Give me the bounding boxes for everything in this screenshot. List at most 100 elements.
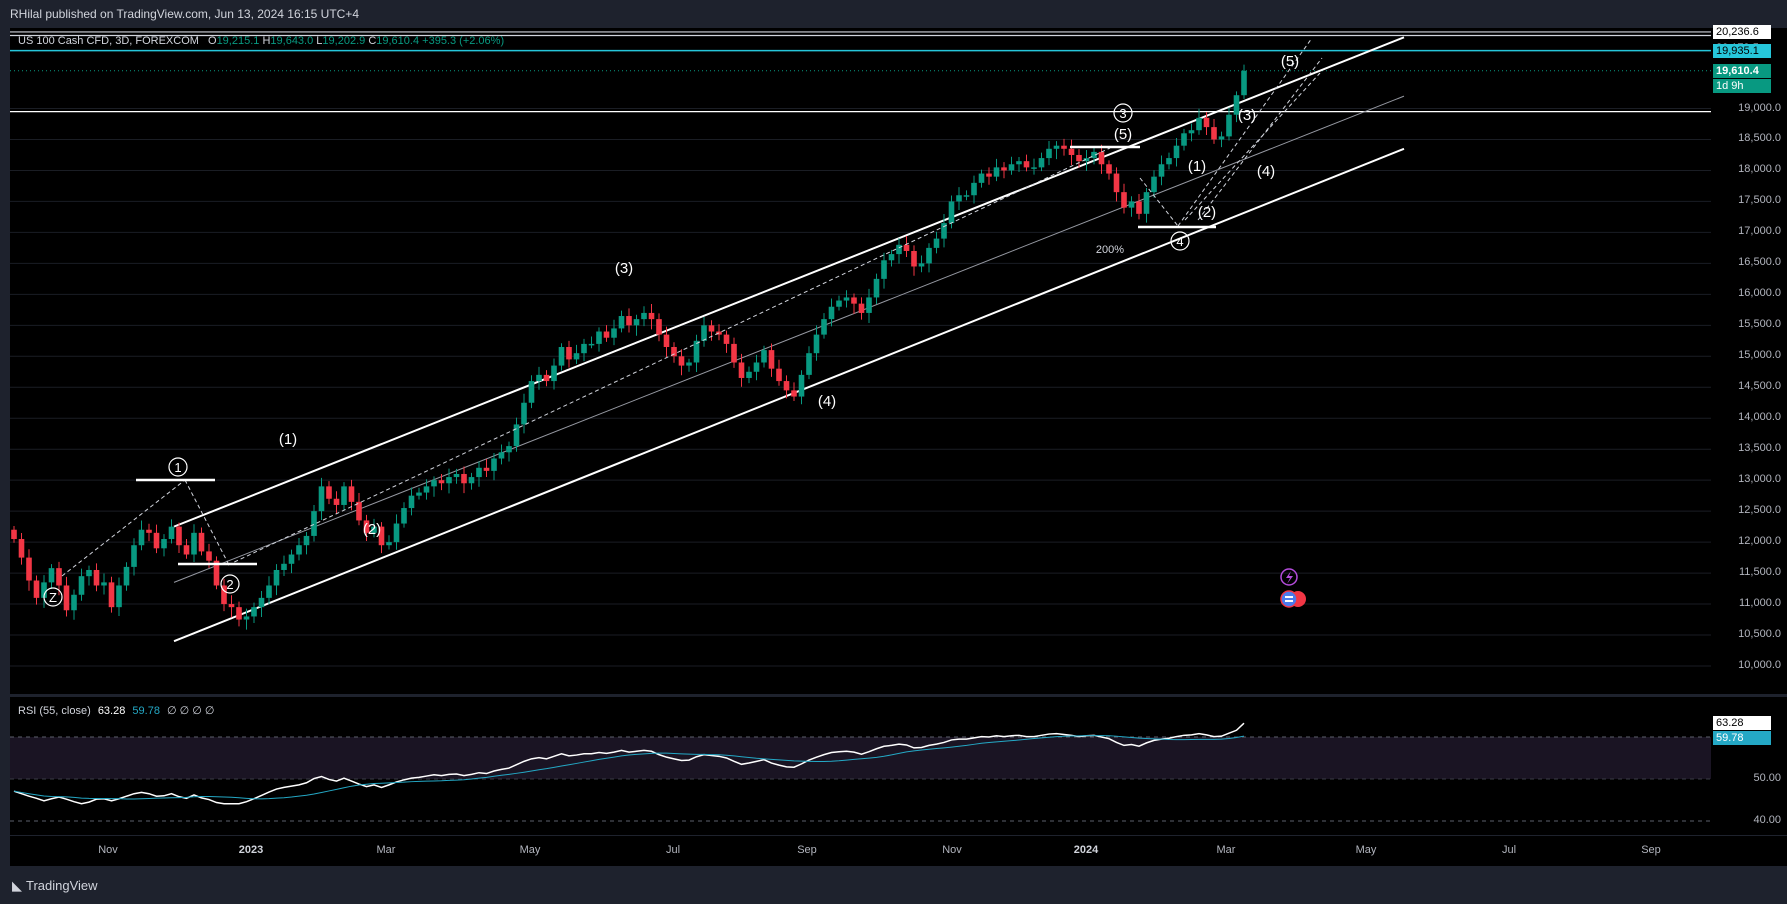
candle-body[interactable] [1128, 201, 1135, 208]
candle-body[interactable] [798, 374, 805, 397]
candle-body[interactable] [243, 616, 250, 620]
candle-body[interactable] [161, 539, 167, 549]
candle-body[interactable] [386, 542, 392, 546]
candle-body[interactable] [213, 560, 220, 586]
candle-body[interactable] [671, 347, 677, 357]
tradingview-logo[interactable]: ◣ TradingView [12, 878, 98, 894]
candle-body[interactable] [513, 424, 520, 447]
candle-body[interactable] [731, 343, 737, 363]
candle-body[interactable] [746, 371, 752, 378]
candle-body[interactable] [446, 477, 452, 484]
candle-body[interactable] [603, 331, 610, 338]
candle-body[interactable] [1113, 173, 1120, 193]
candle-body[interactable] [858, 303, 865, 313]
candle-body[interactable] [641, 312, 647, 320]
candle-body[interactable] [393, 523, 400, 543]
candle-body[interactable] [813, 334, 820, 354]
rsi-pane[interactable] [10, 697, 1711, 835]
candle-body[interactable] [1061, 145, 1067, 149]
candle-body[interactable] [56, 568, 62, 586]
candle-body[interactable] [138, 529, 145, 546]
candle-body[interactable] [596, 331, 602, 344]
candle-body[interactable] [626, 316, 632, 326]
candle-body[interactable] [416, 492, 422, 496]
candle-body[interactable] [558, 347, 565, 366]
price-chart-pane[interactable]: Z 1 2 3 4 (1) (2) (3) (4) (5) [10, 28, 1711, 694]
candle-body[interactable] [581, 343, 587, 354]
candle-body[interactable] [318, 486, 325, 512]
candle-body[interactable] [918, 263, 925, 267]
candle-body[interactable] [438, 480, 445, 484]
candle-body[interactable] [716, 331, 722, 335]
candle-body[interactable] [281, 563, 287, 570]
candle-body[interactable] [41, 582, 47, 598]
candle-body[interactable] [1001, 167, 1007, 171]
candle-body[interactable] [1218, 136, 1225, 140]
candle-body[interactable] [288, 554, 295, 564]
candle-body[interactable] [1151, 176, 1157, 193]
candle-body[interactable] [986, 173, 992, 177]
candle-body[interactable] [1121, 192, 1127, 208]
candle-body[interactable] [86, 569, 92, 577]
candle-body[interactable] [146, 529, 152, 533]
candle-body[interactable] [1226, 114, 1232, 137]
candle-body[interactable] [1083, 158, 1090, 162]
candle-body[interactable] [78, 576, 85, 595]
candle-body[interactable] [933, 238, 940, 248]
candle-body[interactable] [1053, 145, 1060, 149]
candle-body[interactable] [776, 368, 782, 382]
candle-body[interactable] [1181, 133, 1187, 146]
candle-body[interactable] [1196, 117, 1202, 131]
candle-body[interactable] [1031, 167, 1037, 169]
rsi-chart-svg[interactable] [10, 697, 1711, 835]
candle-body[interactable] [1106, 164, 1112, 174]
candle-body[interactable] [956, 195, 962, 202]
candle-body[interactable] [903, 244, 910, 251]
candle-body[interactable] [371, 526, 377, 533]
candle-body[interactable] [378, 526, 385, 546]
price-axis[interactable]: 19,000.0 18,500.0 18,000.0 17,500.0 17,000.0… [1711, 28, 1787, 694]
candle-body[interactable] [476, 467, 482, 478]
candle-body[interactable] [221, 585, 227, 605]
candle-body[interactable] [828, 306, 835, 320]
candle-body[interactable] [363, 520, 370, 533]
candle-body[interactable] [93, 569, 100, 586]
candle-body[interactable] [791, 390, 797, 397]
candle-body[interactable] [873, 278, 880, 298]
candle-body[interactable] [926, 247, 932, 264]
candle-body[interactable] [963, 195, 970, 197]
candle-body[interactable] [258, 597, 265, 608]
candle-body[interactable] [131, 545, 137, 567]
candle-body[interactable] [663, 334, 670, 347]
candle-body[interactable] [333, 498, 340, 505]
candle-body[interactable] [648, 312, 655, 320]
channel-lower-line[interactable] [173, 147, 1405, 643]
time-axis[interactable]: Nov 2023 Mar May Jul Sep Nov 2024 Mar May Jul Sep [10, 836, 1711, 866]
candle-body[interactable] [191, 532, 197, 555]
candle-body[interactable] [1136, 201, 1142, 214]
candle-body[interactable] [738, 362, 745, 378]
channel-median-line[interactable] [173, 95, 1405, 583]
candle-body[interactable] [198, 532, 205, 552]
candle-body[interactable] [656, 319, 662, 335]
candle-body[interactable] [1023, 161, 1030, 168]
candle-body[interactable] [1203, 117, 1210, 128]
candle-body[interactable] [551, 365, 557, 382]
candle-body[interactable] [423, 486, 430, 493]
candle-body[interactable] [1008, 164, 1015, 171]
candle-body[interactable] [461, 473, 467, 484]
candle-body[interactable] [408, 495, 415, 509]
candle-body[interactable] [911, 250, 917, 267]
candle-body[interactable] [341, 486, 347, 505]
candle-body[interactable] [618, 316, 625, 329]
candle-body[interactable] [483, 467, 490, 471]
candle-body[interactable] [1046, 148, 1052, 159]
candle-body[interactable] [1233, 95, 1240, 115]
candle-body[interactable] [821, 319, 827, 335]
candle-body[interactable] [941, 223, 947, 239]
candle-body[interactable] [611, 328, 617, 338]
candle-body[interactable] [528, 381, 535, 403]
candle-body[interactable] [761, 350, 767, 363]
candle-body[interactable] [468, 477, 475, 484]
candle-body[interactable] [701, 325, 707, 341]
